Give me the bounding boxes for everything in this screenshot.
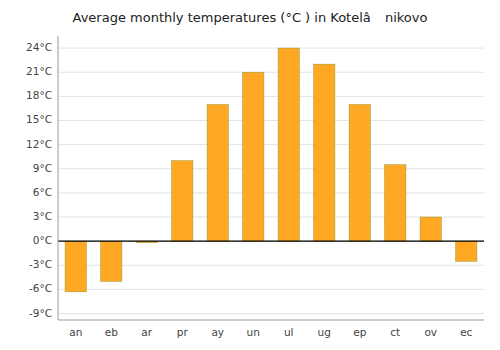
y-tick-label: 18°C — [26, 89, 52, 101]
grid-line — [58, 120, 484, 121]
bar — [385, 165, 406, 241]
zero-line — [58, 241, 484, 242]
chart: Average monthly temperatures (°C ) in Ko… — [0, 0, 500, 350]
bar — [172, 161, 193, 241]
x-tick-label: ug — [318, 326, 331, 338]
x-tick-label: ct — [390, 326, 400, 338]
y-tick-label: 9°C — [33, 162, 52, 174]
bar — [101, 241, 122, 281]
x-tick-label: ul — [284, 326, 294, 338]
grid-line — [58, 289, 484, 290]
grid-line — [58, 168, 484, 169]
bar — [65, 241, 86, 292]
grid-line — [58, 72, 484, 73]
y-tick-label: 3°C — [33, 210, 52, 222]
y-tick-label: -9°C — [29, 307, 52, 319]
y-tick-label: -3°C — [29, 258, 52, 270]
chart-container: Average monthly temperatures (°C ) in Ko… — [0, 0, 500, 350]
bar — [456, 241, 477, 261]
x-tick-label: pr — [177, 326, 189, 338]
y-tick-label: 24°C — [26, 41, 52, 53]
y-tick-label: 12°C — [26, 138, 52, 150]
x-tick-label: un — [247, 326, 260, 338]
grid-line — [58, 241, 484, 242]
x-axis-line — [58, 320, 484, 321]
y-tick-label: 6°C — [33, 186, 52, 198]
grid — [58, 48, 484, 313]
bar — [420, 217, 441, 241]
background — [0, 0, 500, 350]
x-tick-label: ar — [141, 326, 152, 338]
bar — [207, 104, 228, 241]
title: Average monthly temperatures (°C ) in Ko… — [73, 10, 428, 25]
x-tick-labels: an eb ar pr ay un ul ug ep ct ov ec — [69, 326, 472, 338]
x-tick-label: ec — [460, 326, 472, 338]
y-tick-labels: -9°C -6°C -3°C 0°C 3°C 6°C 9°C 12°C 15°C 18°C 21°C… — [26, 41, 52, 318]
grid-line — [58, 48, 484, 49]
bar — [243, 72, 264, 241]
x-tick-label: ov — [424, 326, 437, 338]
x-tick-label: ep — [353, 326, 366, 338]
x-tick-label: ay — [211, 326, 224, 338]
x-tick-label: eb — [105, 326, 118, 338]
grid-line — [58, 144, 484, 145]
bars — [65, 48, 477, 292]
y-tick-label: 0°C — [33, 234, 52, 246]
y-axis-line — [58, 36, 59, 320]
bar — [278, 48, 299, 241]
grid-line — [58, 96, 484, 97]
y-tick-label: 21°C — [26, 65, 52, 77]
y-tick-label: 15°C — [26, 113, 52, 125]
grid-line — [58, 313, 484, 314]
x-tick-label: an — [69, 326, 82, 338]
y-tick-label: -6°C — [29, 282, 52, 294]
bar — [314, 64, 335, 241]
grid-line — [58, 192, 484, 193]
bar — [349, 104, 370, 241]
